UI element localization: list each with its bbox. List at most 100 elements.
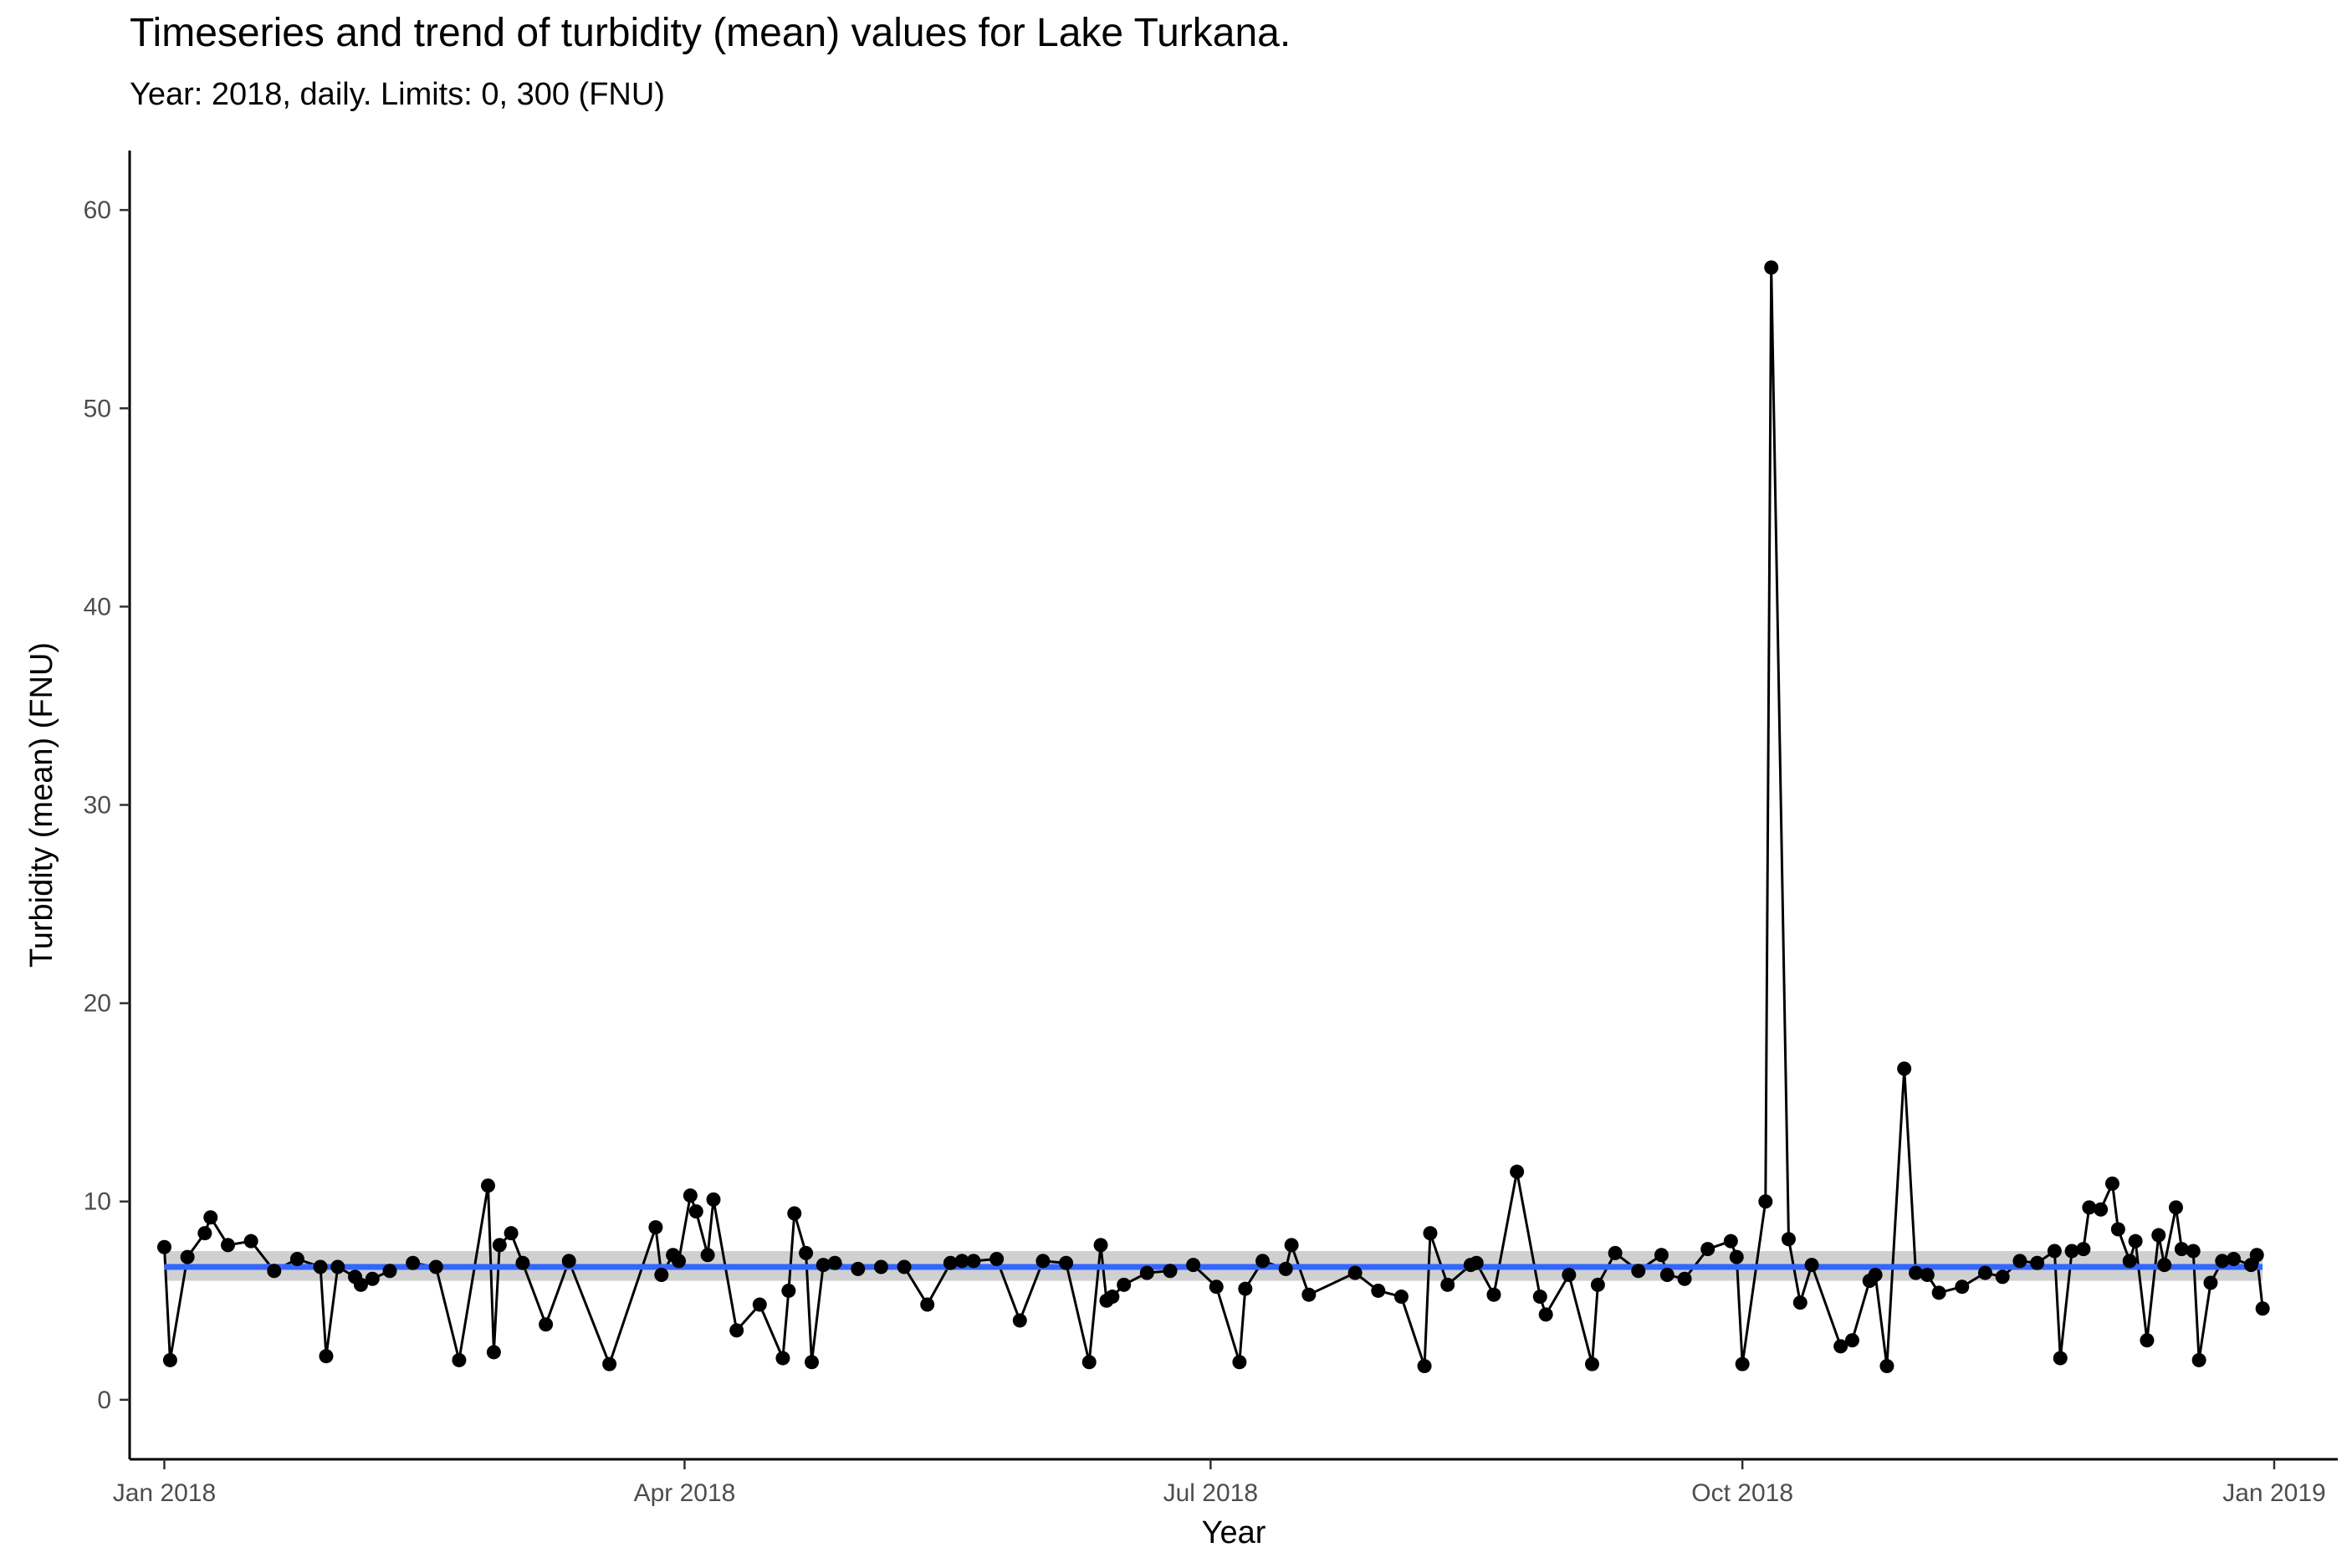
data-point <box>452 1352 467 1367</box>
data-point <box>804 1355 819 1370</box>
data-point <box>486 1345 501 1360</box>
data-point <box>1781 1232 1796 1247</box>
data-point <box>873 1259 888 1274</box>
data-point <box>1879 1359 1894 1374</box>
data-point <box>1232 1355 1247 1370</box>
y-tick-label: 10 <box>84 1188 111 1216</box>
data-point <box>2122 1254 2137 1269</box>
data-point <box>1238 1281 1253 1296</box>
data-point <box>787 1206 802 1221</box>
data-point <box>954 1254 969 1269</box>
data-point <box>319 1349 334 1364</box>
data-point <box>2053 1351 2068 1366</box>
data-point <box>2203 1275 2218 1290</box>
data-point <box>1284 1238 1299 1253</box>
data-point <box>330 1259 345 1274</box>
data-point <box>504 1226 519 1241</box>
data-point <box>2047 1244 2062 1259</box>
y-tick-label: 40 <box>84 593 111 621</box>
data-point <box>1659 1267 1675 1282</box>
data-point <box>943 1255 958 1270</box>
data-point <box>1163 1264 1178 1279</box>
data-point <box>1677 1271 1692 1286</box>
data-point <box>1584 1356 1599 1371</box>
data-point <box>672 1254 687 1269</box>
data-point <box>1897 1061 1912 1076</box>
data-point <box>2030 1255 2045 1270</box>
data-point <box>706 1192 721 1207</box>
data-point <box>799 1245 814 1260</box>
data-point <box>2191 1352 2206 1367</box>
data-point <box>1977 1265 1992 1280</box>
data-point <box>1105 1290 1120 1305</box>
data-point <box>289 1252 304 1267</box>
data-point <box>480 1178 495 1193</box>
data-point <box>781 1283 796 1298</box>
y-tick-label: 60 <box>84 197 111 224</box>
data-point <box>989 1252 1005 1267</box>
chart-title: Timeseries and trend of turbidity (mean)… <box>130 11 1291 55</box>
data-point <box>2094 1202 2109 1217</box>
data-point <box>180 1249 195 1264</box>
data-point <box>752 1297 767 1312</box>
data-point <box>729 1323 744 1338</box>
data-point <box>2157 1258 2172 1273</box>
data-point <box>1654 1248 1669 1263</box>
data-point <box>1590 1277 1605 1292</box>
data-point <box>1955 1279 1970 1295</box>
data-point <box>1059 1255 1074 1270</box>
data-point <box>1278 1261 1293 1276</box>
data-point <box>827 1255 842 1270</box>
data-point <box>1920 1267 1935 1282</box>
data-point <box>382 1264 397 1279</box>
data-point <box>313 1259 328 1274</box>
data-point <box>1035 1254 1051 1269</box>
y-axis-title: Turbidity (mean) (FNU) <box>24 642 59 968</box>
x-tick-label: Jan 2018 <box>113 1479 216 1507</box>
data-point <box>2128 1233 2143 1249</box>
data-point <box>2082 1200 2097 1215</box>
y-tick-label: 30 <box>84 792 111 820</box>
data-point <box>1469 1255 1484 1270</box>
data-point <box>1868 1267 1883 1282</box>
data-point <box>2064 1244 2079 1259</box>
chart-subtitle: Year: 2018, daily. Limits: 0, 300 (FNU) <box>130 77 665 112</box>
data-point <box>816 1258 831 1273</box>
data-point <box>1723 1233 1738 1249</box>
data-point <box>1347 1265 1363 1280</box>
data-point <box>1758 1194 1773 1209</box>
data-point <box>1735 1356 1750 1371</box>
data-point <box>492 1238 507 1253</box>
data-point <box>1931 1285 1946 1300</box>
data-point <box>920 1297 935 1312</box>
data-point <box>353 1277 368 1292</box>
tick-labels-layer: 0 10 20 30 40 50 60 Jan 2018 Apr 2018 Jul 2018 Oct… <box>84 197 2326 1507</box>
data-point <box>1117 1277 1132 1292</box>
data-point <box>1393 1290 1409 1305</box>
x-tick-label: Apr 2018 <box>634 1479 736 1507</box>
data-point <box>688 1204 703 1219</box>
x-axis-title: Year <box>1202 1515 1266 1550</box>
data-point <box>2076 1242 2091 1257</box>
axes-layer <box>120 151 2338 1469</box>
series-line-layer <box>163 267 2264 1368</box>
data-point <box>2174 1242 2189 1257</box>
data-point <box>1538 1307 1553 1322</box>
data-point <box>966 1254 981 1269</box>
data-point <box>267 1264 282 1279</box>
data-point <box>1093 1238 1108 1253</box>
data-point <box>1139 1265 1154 1280</box>
data-point <box>2168 1200 2183 1215</box>
data-point <box>2012 1254 2027 1269</box>
data-point <box>220 1238 235 1253</box>
data-point <box>1209 1279 1224 1295</box>
data-point <box>1729 1249 1744 1264</box>
data-point <box>683 1188 698 1203</box>
data-point <box>2104 1176 2119 1191</box>
data-point <box>2151 1228 2166 1243</box>
data-point <box>365 1271 380 1286</box>
data-point <box>1700 1242 1715 1257</box>
data-point <box>1804 1258 1819 1273</box>
data-points-layer <box>156 260 2270 1374</box>
data-point <box>1417 1359 1432 1374</box>
